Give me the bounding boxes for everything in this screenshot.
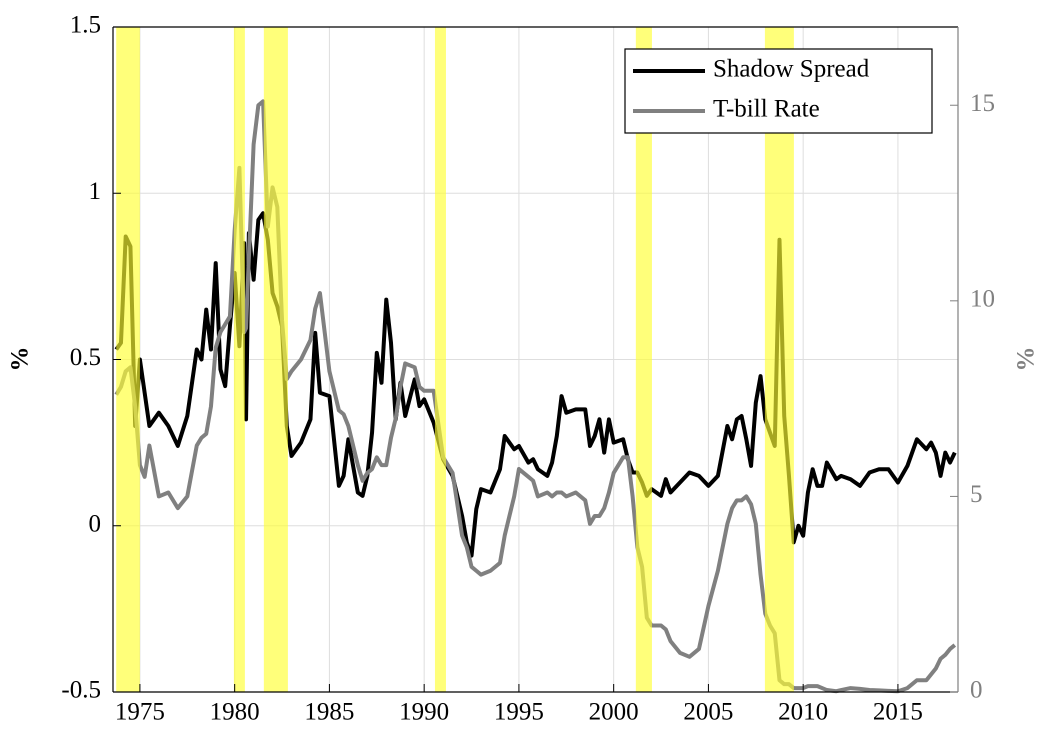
y2-tick-label: 0 [970,677,983,704]
y-tick-label: 1 [89,178,102,205]
x-tick-label: 1995 [494,699,544,726]
x-tick-label: 2010 [778,699,828,726]
x-tick-label: 1990 [399,699,449,726]
y2-axis-label: % [1013,347,1040,372]
y-tick-label: 1.5 [70,12,101,39]
data-line [114,211,957,558]
y-tick-label: -0.5 [61,677,101,704]
y2-tick-label: 5 [970,481,983,508]
y-axis-label: % [7,347,34,372]
y2-tick-label: 10 [970,286,995,313]
legend-label: Shadow Spread [713,56,870,83]
recession-band [764,27,794,692]
y2-tick-label: 15 [970,90,995,117]
data-line [114,99,957,694]
legend-label: T-bill Rate [713,96,820,123]
x-tick-label: 2005 [683,699,733,726]
x-tick-label: 2000 [589,699,639,726]
recession-band [116,27,140,692]
y-tick-label: 0 [89,510,102,537]
x-tick-label: 1980 [210,699,260,726]
x-tick-label: 1975 [115,699,165,726]
legend-box [624,48,933,134]
x-tick-label: 1985 [304,699,354,726]
recession-band [635,27,652,692]
recession-band [263,27,288,692]
x-tick-label: 2015 [873,699,923,726]
y-tick-label: 0.5 [70,344,101,371]
recession-band [233,27,245,692]
recession-band [434,27,446,692]
